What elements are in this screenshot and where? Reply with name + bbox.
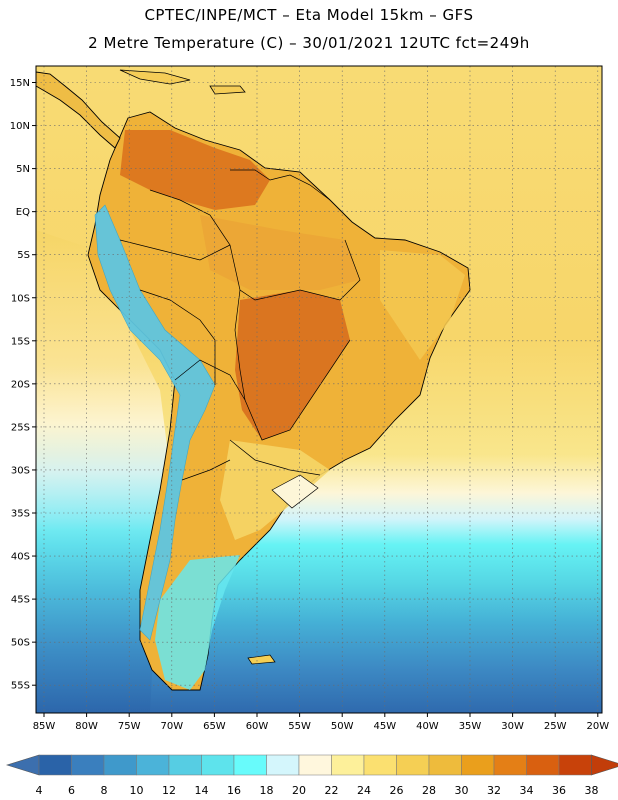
colorbar-tick-label: 26 (390, 784, 404, 797)
cuba-island (119, 69, 191, 85)
colorbar-tick-label: 12 (162, 784, 176, 797)
map-title-line2: 2 Metre Temperature (C) – 30/01/2021 12U… (88, 34, 530, 52)
colorbar-tick-label: 32 (487, 784, 501, 797)
lon-tick-label: 35W (459, 721, 482, 732)
lat-tick-label: 55S (11, 681, 30, 692)
lat-tick-label: 35S (11, 509, 30, 520)
lon-tick-label: 60W (246, 721, 269, 732)
warm-zone-north (200, 215, 360, 290)
lon-tick-label: 45W (373, 721, 396, 732)
lat-tick-label: 25S (11, 422, 30, 433)
lon-tick-label: 85W (33, 721, 56, 732)
colorbar-swatch (38, 754, 72, 776)
colorbar-tick-label: 20 (292, 784, 306, 797)
map-title-line1: CPTEC/INPE/MCT – Eta Model 15km – GFS (144, 6, 474, 24)
colorbar-swatch (363, 754, 397, 776)
colorbar-tick-label: 18 (260, 784, 274, 797)
lat-tick-label: 5S (17, 250, 30, 261)
colorbar-tick-label: 16 (227, 784, 241, 797)
colorbar-tick-label: 10 (130, 784, 144, 797)
central-america (36, 71, 121, 149)
colorbar-swatch (428, 754, 462, 776)
colorbar-tick-label: 34 (520, 784, 534, 797)
colorbar-swatch (103, 754, 137, 776)
colorbar-swatch (136, 754, 170, 776)
lon-tick-label: 40W (416, 721, 439, 732)
hot-zone-amazon (120, 130, 270, 210)
colorbar-tick-label: 24 (357, 784, 371, 797)
lat-tick-label: 10N (10, 121, 30, 132)
map-frame (35, 65, 603, 714)
colorbar-tick-label: 14 (195, 784, 209, 797)
lat-tick-label: 45S (11, 595, 30, 606)
colorbar-swatch (201, 754, 235, 776)
colorbar-tick-label: 4 (36, 784, 43, 797)
colorbar-swatch (396, 754, 430, 776)
colorbar-swatch (526, 754, 560, 776)
colorbar-tick-label: 28 (422, 784, 436, 797)
colorbar-over-arrow (591, 754, 618, 776)
lon-tick-label: 50W (331, 721, 354, 732)
colorbar-under-arrow (5, 754, 40, 776)
lon-tick-label: 65W (203, 721, 226, 732)
pacific-field (36, 230, 170, 713)
lat-tick-label: 50S (11, 638, 30, 649)
colorbar-tick-label: 30 (455, 784, 469, 797)
colorbar-swatch (168, 754, 202, 776)
lat-tick-label: 15N (10, 78, 30, 89)
lon-tick-label: 25W (544, 721, 567, 732)
lon-tick-label: 30W (501, 721, 524, 732)
colorbar-tick-label: 38 (585, 784, 599, 797)
country-borders (119, 169, 361, 481)
colorbar-tick-label: 36 (552, 784, 566, 797)
lat-tick-label: 10S (11, 293, 30, 304)
mild-zone-northeast (380, 250, 465, 360)
map-area (36, 66, 602, 713)
lon-tick-label: 80W (75, 721, 98, 732)
lon-tick-label: 20W (586, 721, 609, 732)
lon-tick-label: 75W (118, 721, 141, 732)
falkland-islands (247, 654, 276, 665)
colorbar-swatch (558, 754, 592, 776)
colorbar-swatch (298, 754, 332, 776)
andes-cold-band (94, 204, 216, 641)
colorbar-swatch (461, 754, 495, 776)
lat-tick-label: 30S (11, 465, 30, 476)
colorbar-tick-label: 22 (325, 784, 339, 797)
colorbar-tick-label: 6 (68, 784, 75, 797)
cool-zone-patagonia (155, 555, 240, 690)
colorbar-tick-label: 8 (101, 784, 108, 797)
lat-tick-label: 15S (11, 336, 30, 347)
lon-tick-label: 55W (288, 721, 311, 732)
lat-tick-label: EQ (16, 207, 30, 218)
colorbar-swatch (266, 754, 300, 776)
latitude-ticks: 15N 10N 5N EQ 5S 10S 15S 20S 25S 30S 35S 40S 45S 50S 5… (10, 78, 36, 692)
hot-zone-central (235, 290, 350, 440)
colorbar-swatch (493, 754, 527, 776)
colorbar-swatch (233, 754, 267, 776)
hispaniola-island (209, 85, 246, 95)
lat-tick-label: 5N (16, 164, 30, 175)
lat-tick-label: 40S (11, 552, 30, 563)
longitude-ticks: 85W 80W 75W 70W 65W 60W 55W 50W 45W 40W 35W 30W 25W 2… (33, 713, 609, 732)
colorbar-swatch (71, 754, 105, 776)
rio-de-la-plata (271, 474, 319, 509)
lat-tick-label: 20S (11, 379, 30, 390)
lon-tick-label: 70W (160, 721, 183, 732)
colorbar: 4 6 8 10 12 14 16 18 20 22 24 26 28 30 32 34 36 38 (5, 754, 618, 797)
colorbar-swatch (331, 754, 365, 776)
